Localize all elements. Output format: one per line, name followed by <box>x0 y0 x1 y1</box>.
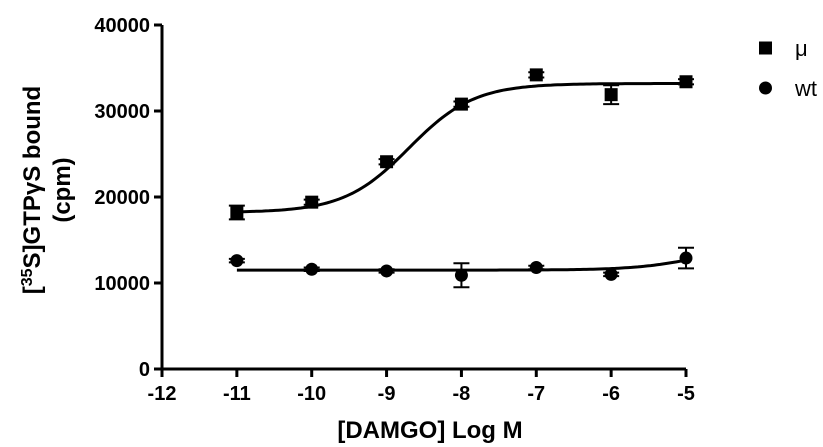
data-point-circle <box>454 268 468 282</box>
legend: μ wt <box>759 36 817 101</box>
x-tick-label: -6 <box>602 383 620 405</box>
data-point-square <box>604 88 618 102</box>
x-axis-title: [DAMGO] Log M <box>337 417 522 444</box>
data-point-square <box>380 155 394 169</box>
data-point-circle <box>380 264 394 278</box>
data-point-circle <box>230 254 244 268</box>
y-tick-label: 10000 <box>94 273 150 295</box>
y-tick-label: 0 <box>139 359 150 381</box>
ticks: -12 -11 -10 -9 -8 -7 -6 -5 0 10000 20000 30000 40000 <box>94 15 695 405</box>
x-tick-label: -11 <box>223 383 251 405</box>
x-tick-label: -10 <box>297 383 326 405</box>
x-tick-label: -7 <box>527 383 545 405</box>
data-point-square <box>679 75 693 89</box>
legend-marker-square <box>759 41 772 55</box>
x-tick-label: -5 <box>677 383 695 405</box>
data-point-circle <box>529 261 543 275</box>
legend-label: μ <box>795 36 808 61</box>
y-tick-label: 30000 <box>94 101 150 123</box>
legend-marker-circle <box>759 81 772 95</box>
data-points <box>230 68 693 282</box>
data-point-circle <box>604 267 618 281</box>
data-point-square <box>305 195 319 209</box>
data-point-circle <box>305 262 319 276</box>
y-axis-title-line2: (cpm) <box>49 157 76 222</box>
y-tick-label: 40000 <box>94 15 150 37</box>
data-point-circle <box>679 251 693 265</box>
x-tick-label: -8 <box>453 383 471 405</box>
x-tick-label: -12 <box>148 383 177 405</box>
data-point-square <box>454 97 468 111</box>
fit-curves <box>236 82 687 272</box>
x-tick-label: -9 <box>378 383 396 405</box>
y-axis-title: [35S]GTPγS bound (cpm) <box>19 86 77 294</box>
y-tick-label: 20000 <box>94 187 150 209</box>
data-point-square <box>230 205 244 219</box>
legend-label: wt <box>794 76 817 101</box>
y-axis-title-line1: [35S]GTPγS bound <box>19 86 47 294</box>
data-point-square <box>529 68 543 82</box>
axes <box>160 25 686 371</box>
